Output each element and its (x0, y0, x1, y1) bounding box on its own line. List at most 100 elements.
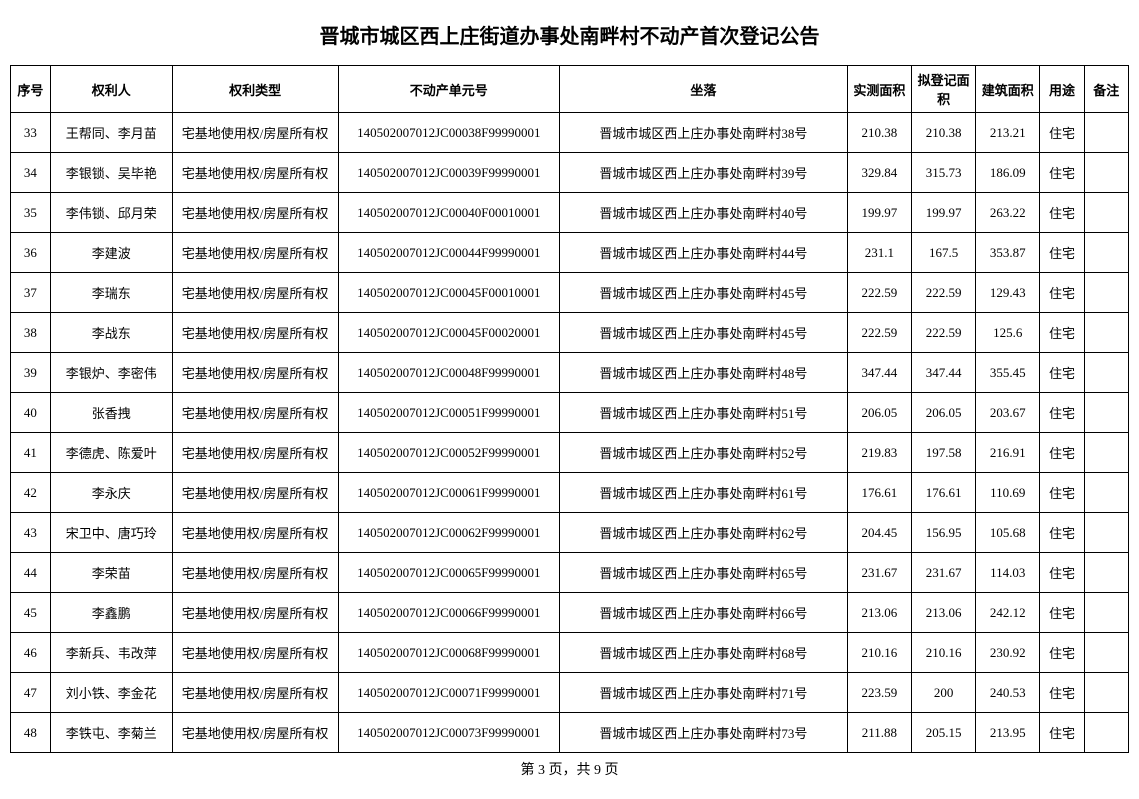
cell-usage: 住宅 (1040, 153, 1084, 193)
cell-area2: 167.5 (911, 233, 975, 273)
table-row: 44李荣苗宅基地使用权/房屋所有权140502007012JC00065F999… (11, 553, 1129, 593)
cell-unit-no: 140502007012JC00044F99990001 (338, 233, 559, 273)
cell-location: 晋城市城区西上庄办事处南畔村45号 (560, 313, 848, 353)
cell-remark (1084, 313, 1128, 353)
cell-unit-no: 140502007012JC00071F99990001 (338, 673, 559, 713)
cell-unit-no: 140502007012JC00052F99990001 (338, 433, 559, 473)
cell-remark (1084, 353, 1128, 393)
cell-owner: 李新兵、韦改萍 (50, 633, 172, 673)
cell-area2: 200 (911, 673, 975, 713)
cell-unit-no: 140502007012JC00068F99990001 (338, 633, 559, 673)
cell-area1: 211.88 (847, 713, 911, 753)
cell-right-type: 宅基地使用权/房屋所有权 (172, 353, 338, 393)
table-row: 47刘小铁、李金花宅基地使用权/房屋所有权140502007012JC00071… (11, 673, 1129, 713)
cell-area1: 210.16 (847, 633, 911, 673)
table-row: 45李鑫鹏宅基地使用权/房屋所有权140502007012JC00066F999… (11, 593, 1129, 633)
header-seq: 序号 (11, 66, 51, 113)
cell-area2: 213.06 (911, 593, 975, 633)
cell-remark (1084, 433, 1128, 473)
cell-owner: 李荣苗 (50, 553, 172, 593)
registration-table: 序号 权利人 权利类型 不动产单元号 坐落 实测面积 拟登记面积 建筑面积 用途… (10, 65, 1129, 753)
cell-area1: 210.38 (847, 113, 911, 153)
cell-usage: 住宅 (1040, 353, 1084, 393)
cell-right-type: 宅基地使用权/房屋所有权 (172, 673, 338, 713)
cell-location: 晋城市城区西上庄办事处南畔村73号 (560, 713, 848, 753)
cell-area3: 355.45 (976, 353, 1040, 393)
cell-usage: 住宅 (1040, 673, 1084, 713)
cell-usage: 住宅 (1040, 553, 1084, 593)
cell-right-type: 宅基地使用权/房屋所有权 (172, 473, 338, 513)
cell-location: 晋城市城区西上庄办事处南畔村65号 (560, 553, 848, 593)
table-row: 35李伟锁、邱月荣宅基地使用权/房屋所有权140502007012JC00040… (11, 193, 1129, 233)
cell-area2: 315.73 (911, 153, 975, 193)
table-row: 40张香拽宅基地使用权/房屋所有权140502007012JC00051F999… (11, 393, 1129, 433)
page-title: 晋城市城区西上庄街道办事处南畔村不动产首次登记公告 (10, 20, 1129, 49)
page-footer: 第 3 页，共 9 页 (10, 759, 1129, 779)
cell-location: 晋城市城区西上庄办事处南畔村51号 (560, 393, 848, 433)
cell-area1: 219.83 (847, 433, 911, 473)
cell-right-type: 宅基地使用权/房屋所有权 (172, 193, 338, 233)
cell-seq: 41 (11, 433, 51, 473)
cell-seq: 35 (11, 193, 51, 233)
cell-area2: 347.44 (911, 353, 975, 393)
cell-area3: 186.09 (976, 153, 1040, 193)
cell-remark (1084, 713, 1128, 753)
cell-seq: 40 (11, 393, 51, 433)
cell-usage: 住宅 (1040, 473, 1084, 513)
cell-owner: 李银炉、李密伟 (50, 353, 172, 393)
cell-owner: 刘小铁、李金花 (50, 673, 172, 713)
cell-location: 晋城市城区西上庄办事处南畔村68号 (560, 633, 848, 673)
cell-area1: 223.59 (847, 673, 911, 713)
cell-usage: 住宅 (1040, 713, 1084, 753)
cell-unit-no: 140502007012JC00066F99990001 (338, 593, 559, 633)
cell-seq: 48 (11, 713, 51, 753)
cell-unit-no: 140502007012JC00073F99990001 (338, 713, 559, 753)
cell-area3: 129.43 (976, 273, 1040, 313)
cell-area3: 203.67 (976, 393, 1040, 433)
cell-location: 晋城市城区西上庄办事处南畔村52号 (560, 433, 848, 473)
cell-area3: 240.53 (976, 673, 1040, 713)
cell-area1: 329.84 (847, 153, 911, 193)
cell-remark (1084, 593, 1128, 633)
cell-usage: 住宅 (1040, 313, 1084, 353)
cell-area3: 213.95 (976, 713, 1040, 753)
cell-area2: 206.05 (911, 393, 975, 433)
cell-owner: 李铁屯、李菊兰 (50, 713, 172, 753)
cell-usage: 住宅 (1040, 393, 1084, 433)
cell-area3: 263.22 (976, 193, 1040, 233)
cell-unit-no: 140502007012JC00061F99990001 (338, 473, 559, 513)
cell-owner: 李永庆 (50, 473, 172, 513)
cell-right-type: 宅基地使用权/房屋所有权 (172, 113, 338, 153)
cell-remark (1084, 273, 1128, 313)
cell-remark (1084, 553, 1128, 593)
cell-location: 晋城市城区西上庄办事处南畔村48号 (560, 353, 848, 393)
cell-right-type: 宅基地使用权/房屋所有权 (172, 393, 338, 433)
cell-owner: 张香拽 (50, 393, 172, 433)
cell-remark (1084, 233, 1128, 273)
cell-owner: 李银锁、吴毕艳 (50, 153, 172, 193)
cell-usage: 住宅 (1040, 593, 1084, 633)
cell-unit-no: 140502007012JC00040F00010001 (338, 193, 559, 233)
cell-owner: 李德虎、陈爱叶 (50, 433, 172, 473)
cell-area2: 156.95 (911, 513, 975, 553)
header-usage: 用途 (1040, 66, 1084, 113)
cell-area3: 114.03 (976, 553, 1040, 593)
cell-owner: 王帮同、李月苗 (50, 113, 172, 153)
table-row: 42李永庆宅基地使用权/房屋所有权140502007012JC00061F999… (11, 473, 1129, 513)
cell-right-type: 宅基地使用权/房屋所有权 (172, 433, 338, 473)
cell-location: 晋城市城区西上庄办事处南畔村40号 (560, 193, 848, 233)
cell-area2: 176.61 (911, 473, 975, 513)
cell-right-type: 宅基地使用权/房屋所有权 (172, 553, 338, 593)
table-header-row: 序号 权利人 权利类型 不动产单元号 坐落 实测面积 拟登记面积 建筑面积 用途… (11, 66, 1129, 113)
cell-usage: 住宅 (1040, 113, 1084, 153)
header-measured-area: 实测面积 (847, 66, 911, 113)
cell-remark (1084, 513, 1128, 553)
cell-seq: 47 (11, 673, 51, 713)
cell-seq: 45 (11, 593, 51, 633)
cell-area2: 197.58 (911, 433, 975, 473)
header-unit-no: 不动产单元号 (338, 66, 559, 113)
cell-right-type: 宅基地使用权/房屋所有权 (172, 313, 338, 353)
cell-right-type: 宅基地使用权/房屋所有权 (172, 633, 338, 673)
header-owner: 权利人 (50, 66, 172, 113)
header-right-type: 权利类型 (172, 66, 338, 113)
